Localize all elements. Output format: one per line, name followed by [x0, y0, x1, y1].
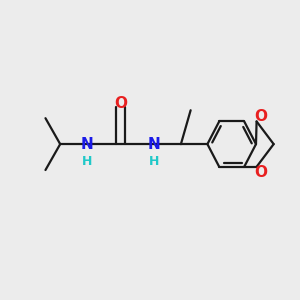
Text: H: H	[82, 155, 92, 168]
Text: O: O	[254, 109, 267, 124]
Text: N: N	[148, 136, 161, 152]
Text: H: H	[149, 155, 160, 168]
Text: N: N	[80, 136, 93, 152]
Text: O: O	[114, 96, 127, 111]
Text: O: O	[254, 165, 267, 180]
